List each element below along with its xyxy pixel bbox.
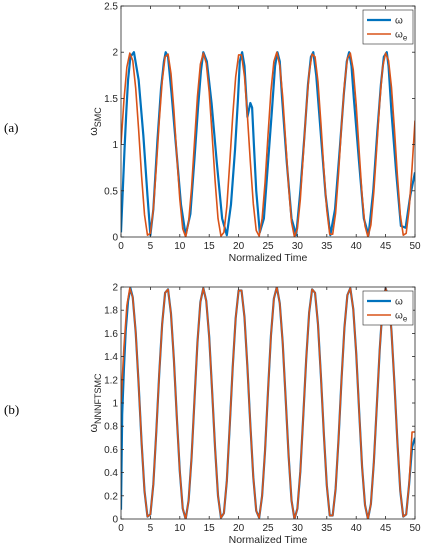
y-axis-label: ωSMC: [88, 107, 103, 136]
panel-label: (a): [4, 120, 19, 135]
y-tick-label: 1.2: [104, 375, 118, 386]
legend-entry-symbol: ω: [395, 311, 403, 322]
legend-entry-subscript: e: [403, 315, 408, 324]
x-tick-label: 5: [148, 241, 154, 252]
x-tick-label: 10: [174, 241, 186, 252]
y-tick-label: 0.4: [104, 468, 118, 479]
x-tick-label: 15: [204, 241, 216, 252]
y-tick-label: 0.6: [104, 445, 118, 456]
y-tick-label: 0.2: [104, 491, 118, 502]
y-axis-label-symbol: ω: [88, 127, 100, 136]
legend: ωωe: [362, 9, 414, 45]
y-tick-label: 1: [112, 399, 118, 410]
legend-entry-symbol: ω: [395, 16, 403, 27]
y-tick-label: 2: [112, 48, 118, 59]
legend-entry: ω: [395, 16, 403, 27]
x-tick-label: 10: [174, 523, 186, 534]
legend-entry-symbol: ω: [395, 297, 403, 308]
legend-box: [362, 9, 414, 45]
y-tick-label: 1.8: [104, 306, 118, 317]
x-tick-label: 45: [380, 523, 392, 534]
legend-entry-subscript: e: [403, 34, 408, 43]
y-tick-label: 0.8: [104, 422, 118, 433]
y-tick-label: 1.4: [104, 352, 118, 363]
x-axis-label: Normalized Time: [229, 534, 308, 546]
y-tick-label: 2.5: [104, 2, 118, 13]
series-line-omega-e: [121, 287, 415, 519]
y-axis-label-subscript: SMC: [93, 107, 103, 128]
x-tick-label: 30: [292, 241, 304, 252]
legend-box: [362, 290, 414, 326]
y-tick-label: 2: [112, 283, 118, 294]
legend-entry: ωe: [395, 311, 408, 324]
x-tick-label: 25: [262, 523, 274, 534]
x-tick-label: 35: [321, 523, 333, 534]
panel-b: (b) 0 5 10 15 20 25 30 35 40 45 50 0 0.2 0.4 0.6 0.8 1 1.…: [0, 275, 423, 550]
y-axis-label-symbol: ω: [88, 424, 100, 433]
x-tick-label: 15: [204, 523, 216, 534]
x-tick-label: 0: [118, 523, 124, 534]
y-tick-label: 0: [112, 515, 118, 526]
x-tick-label: 30: [292, 523, 304, 534]
y-axis-label: ωNNNFTSMC: [88, 373, 103, 433]
y-tick-label: 0.5: [104, 186, 118, 197]
legend-entry: ωe: [395, 30, 408, 43]
x-tick-label: 5: [148, 523, 154, 534]
x-tick-label: 40: [351, 241, 363, 252]
panel-a: (a) 0 5 10 15 20 25 30 35 40 45 50 0 0.5 1 1.5 2 2.5 Norm…: [4, 2, 421, 265]
chart-panel-a: 0 5 10 15 20 25 30 35 40 45 50 0 0.5 1 1.5 2 2.5 Normaliz…: [88, 2, 421, 265]
x-tick-label: 25: [262, 241, 274, 252]
y-tick-label: 1.5: [104, 94, 118, 105]
x-tick-label: 40: [351, 523, 363, 534]
x-tick-label: 50: [409, 523, 421, 534]
series-line-omega-e: [121, 51, 415, 237]
x-tick-label: 0: [118, 241, 124, 252]
legend-entry-symbol: ω: [395, 30, 403, 41]
y-axis-label-subscript: NNNFTSMC: [93, 373, 103, 424]
x-tick-label: 20: [233, 523, 245, 534]
x-tick-label: 20: [233, 241, 245, 252]
legend-entry: ω: [395, 297, 403, 308]
x-axis-label: Normalized Time: [229, 252, 308, 264]
y-tick-label: 1.6: [104, 329, 118, 340]
x-tick-label: 35: [321, 241, 333, 252]
chart-panel-b: 0 5 10 15 20 25 30 35 40 45 50 0 0.2 0.4 0.6 0.8 1 1.2 1.4…: [88, 283, 421, 547]
x-tick-label: 45: [380, 241, 392, 252]
legend: ωωe: [362, 290, 414, 326]
y-tick-label: 0: [112, 233, 118, 244]
x-tick-label: 50: [409, 241, 421, 252]
y-tick-label: 1: [112, 140, 118, 151]
panel-label: (b): [4, 402, 20, 417]
